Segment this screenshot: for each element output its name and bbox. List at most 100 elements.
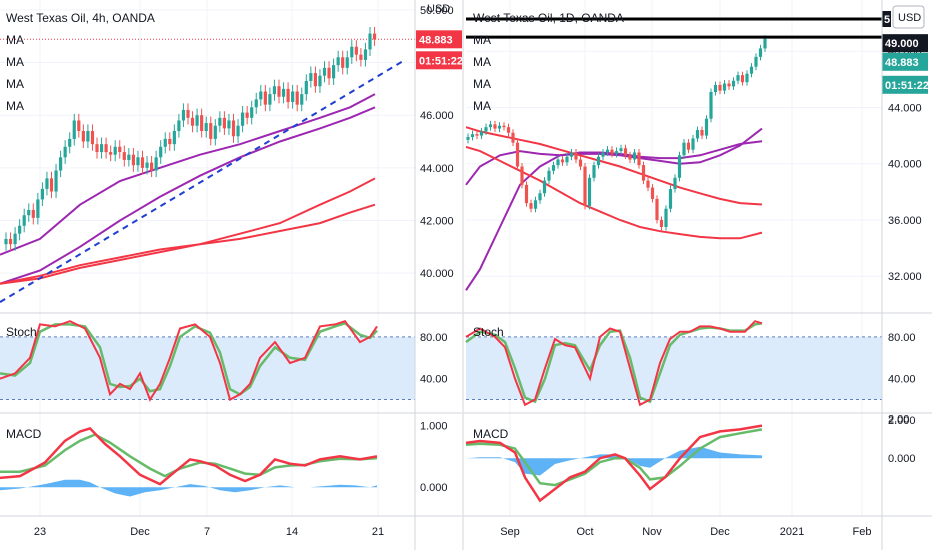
candle-body: [520, 166, 524, 185]
candle-body: [127, 154, 131, 160]
stoch-tick-label: 2.00: [888, 413, 909, 425]
candle-body: [700, 129, 704, 136]
price-tick-label: 32.000: [888, 271, 922, 283]
ma-line-1: [0, 93, 376, 256]
candle-body: [574, 152, 578, 160]
candle-body: [118, 146, 122, 153]
ma-line-4: [0, 203, 376, 285]
price-tick-label: 36.000: [888, 215, 922, 227]
macd-line: [0, 426, 378, 486]
ma-line-2: [465, 127, 763, 186]
right-chart[interactable]: West Texas Oil, 1D, OANDA MA MA MA MA 48…: [463, 0, 932, 550]
candle-body: [722, 83, 727, 91]
candle-body: [560, 159, 565, 163]
candle-body: [354, 46, 358, 55]
time-tick-label: Dec: [130, 526, 150, 538]
candle-body: [40, 188, 44, 200]
candle-body: [502, 125, 506, 128]
right-stoch-pane[interactable]: 80.00 40.00 2.00: [465, 320, 916, 425]
candle-body: [254, 99, 258, 108]
svg-text:01:51:22: 01:51:22: [885, 80, 929, 92]
time-tick-label: Nov: [642, 526, 662, 538]
macd-signal-line: [0, 433, 378, 478]
time-tick-label: 21: [372, 526, 384, 538]
macd-tick-label: 0.000: [888, 453, 916, 465]
candle-body: [655, 198, 659, 220]
candle-body: [515, 142, 520, 167]
right-horizontal-levels[interactable]: [466, 17, 882, 39]
right-macd-pane[interactable]: 2.000 0.000: [465, 415, 916, 503]
candle-body: [177, 120, 181, 131]
right-ma-label-2: MA: [473, 55, 491, 69]
candle-body: [565, 156, 569, 163]
candle-body: [45, 178, 49, 189]
candle-body: [213, 125, 217, 139]
candle-body: [145, 162, 149, 168]
candle-body: [551, 165, 556, 171]
stoch-tick-label: 80.00: [420, 332, 448, 344]
time-tick-label: 7: [204, 526, 210, 538]
right-currency-button[interactable]: USD: [892, 5, 925, 29]
candle-body: [54, 170, 58, 192]
right-gridlines: [466, 0, 882, 516]
candle-body: [268, 94, 272, 105]
candle-body: [556, 159, 560, 166]
candle-body: [86, 130, 90, 142]
right-level-tag: 49.000: [882, 34, 928, 53]
candle-body: [466, 137, 470, 140]
candle-body: [336, 57, 340, 66]
candle-body: [668, 189, 673, 209]
candle-body: [140, 157, 145, 168]
candle-body: [758, 48, 763, 57]
left-trendline[interactable]: [0, 59, 406, 303]
candle-body: [479, 131, 484, 136]
candle-body: [341, 57, 345, 68]
candle-body: [218, 117, 222, 126]
svg-text:49.000: 49.000: [885, 38, 919, 50]
candle-body: [713, 84, 718, 93]
time-tick-label: 14: [286, 526, 298, 538]
candle-body: [470, 134, 475, 138]
left-chart[interactable]: West Texas Oil, 4h, OANDA MA MA MA MA 50…: [0, 0, 463, 550]
candle-body: [614, 151, 619, 154]
candle-body: [245, 112, 249, 118]
candle-body: [350, 46, 354, 58]
candle-body: [200, 115, 204, 131]
svg-text:48.883: 48.883: [419, 34, 453, 46]
candle-body: [359, 54, 363, 60]
price-tick-label: 40.000: [420, 268, 454, 280]
candle-body: [72, 120, 76, 139]
candle-body: [583, 166, 587, 206]
stoch-tick-label: 80.00: [888, 332, 916, 344]
left-moving-averages: [0, 93, 376, 285]
ma-line-2: [0, 106, 376, 285]
macd-histogram: [0, 479, 377, 497]
left-macd-pane[interactable]: 1.000 0.000: [0, 420, 448, 497]
right-ma-label-1: MA: [473, 33, 491, 47]
candle-body: [8, 238, 13, 245]
ma-line-3: [465, 145, 763, 240]
price-tick-label: 50.000: [420, 5, 454, 17]
macd-tick-label: 1.000: [420, 420, 448, 432]
left-time-axis[interactable]: 23 Dec 7 14 21: [34, 526, 384, 538]
candle-body: [619, 148, 623, 152]
candle-body: [13, 233, 17, 245]
candle-body: [31, 209, 35, 218]
right-time-axis[interactable]: Sep Oct Nov Dec 2021 Feb: [500, 526, 871, 538]
time-tick-label: 23: [34, 526, 46, 538]
left-ma-label-1: MA: [6, 33, 24, 47]
candle-body: [322, 67, 327, 76]
candle-body: [641, 165, 646, 181]
left-stoch-pane[interactable]: 80.00 40.00: [0, 320, 448, 402]
candle-body: [332, 65, 336, 79]
candle-body: [131, 154, 135, 166]
candle-body: [345, 57, 349, 68]
right-macd-label: MACD: [473, 427, 509, 441]
candle-body: [368, 33, 372, 50]
left-candles: [4, 27, 377, 251]
candle-body: [488, 124, 493, 128]
candle-body: [650, 187, 655, 199]
left-chart-title: West Texas Oil, 4h, OANDA: [6, 11, 155, 25]
macd-line: [465, 424, 763, 503]
left-ma-label-2: MA: [6, 55, 24, 69]
